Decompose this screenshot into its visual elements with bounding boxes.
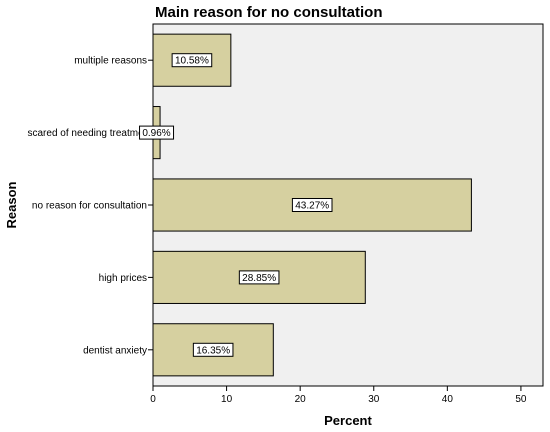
data-label: 28.85% bbox=[242, 273, 276, 284]
y-tick-labels: multiple reasons scared of needing treatm… bbox=[27, 56, 153, 356]
data-label: 10.58% bbox=[175, 56, 209, 67]
data-label-box bbox=[192, 342, 234, 357]
data-label-box bbox=[291, 198, 333, 212]
data-label: 16.35% bbox=[196, 345, 230, 356]
x-tick-label: 30 bbox=[368, 394, 380, 405]
data-labels: 10.58% 0.96% 43.27% 28.85% 16.35% bbox=[139, 53, 333, 357]
data-label: 43.27% bbox=[295, 201, 329, 212]
x-tick-label: 10 bbox=[221, 394, 233, 405]
y-tick-label: no reason for consultation bbox=[32, 201, 147, 212]
data-label-box bbox=[238, 270, 280, 285]
x-tick-label: 0 bbox=[150, 394, 156, 405]
y-tick-label: dentist anxiety bbox=[83, 345, 147, 356]
data-label: 0.96% bbox=[142, 128, 170, 139]
x-axis-ticks: 0 10 20 30 40 50 bbox=[150, 386, 527, 405]
x-tick-label: 40 bbox=[442, 394, 454, 405]
y-tick-label: scared of needing treatmer bbox=[27, 128, 147, 139]
y-tick-label: high prices bbox=[99, 273, 147, 284]
data-label-box bbox=[139, 125, 175, 140]
y-axis-label: Reason bbox=[4, 181, 19, 228]
y-tick-label: multiple reasons bbox=[74, 56, 147, 67]
chart-title: Main reason for no consultation bbox=[155, 4, 383, 21]
x-tick-label: 20 bbox=[295, 394, 307, 405]
data-label-box bbox=[171, 53, 213, 68]
bars-group bbox=[152, 33, 472, 377]
x-tick-label: 50 bbox=[515, 394, 527, 405]
x-axis-label: Percent bbox=[324, 413, 372, 428]
